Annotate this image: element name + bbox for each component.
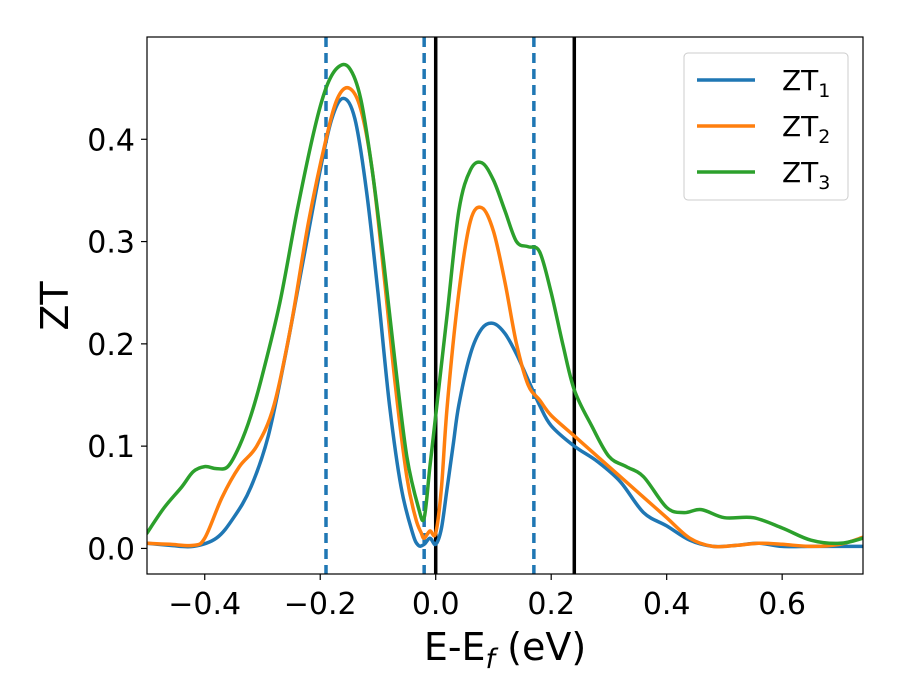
legend-label-zt2: ZT2: [782, 110, 830, 148]
y-tick-label: 0.3: [87, 226, 135, 261]
x-axis-label-unit: (eV): [495, 625, 586, 669]
x-axis-label: E-Ef (eV): [424, 625, 586, 675]
y-tick-label: 0.0: [87, 532, 135, 567]
x-axis-ticks: −0.4 −0.2 0.0 0.2 0.4 0.6: [168, 574, 806, 622]
x-tick-label: 0.0: [412, 587, 460, 622]
x-tick-label: −0.4: [168, 587, 241, 622]
plot-frame: [146, 36, 864, 575]
x-tick-label: 0.6: [758, 587, 806, 622]
y-tick-label: 0.4: [87, 123, 135, 158]
x-tick-label: 0.4: [643, 587, 691, 622]
legend-label-zt1: ZT1: [782, 64, 830, 102]
x-axis-label-main: E-E: [424, 625, 486, 669]
series-lines: [147, 62, 863, 549]
legend-box: [683, 52, 849, 201]
x-tick-label: −0.2: [284, 587, 357, 622]
legend-label-zt3: ZT3: [782, 156, 830, 194]
series-line-zt2: [147, 85, 863, 549]
y-tick-label: 0.1: [87, 430, 135, 465]
vertical-reference-lines: [324, 37, 577, 574]
y-axis-label: ZT: [33, 281, 77, 331]
x-tick-label: 0.2: [527, 587, 575, 622]
y-tick-label: 0.2: [87, 328, 135, 363]
series-line-zt3: [147, 62, 863, 546]
y-axis-ticks: 0.0 0.1 0.2 0.3 0.4: [87, 123, 147, 567]
legend: ZT1 ZT2 ZT3: [683, 52, 849, 201]
